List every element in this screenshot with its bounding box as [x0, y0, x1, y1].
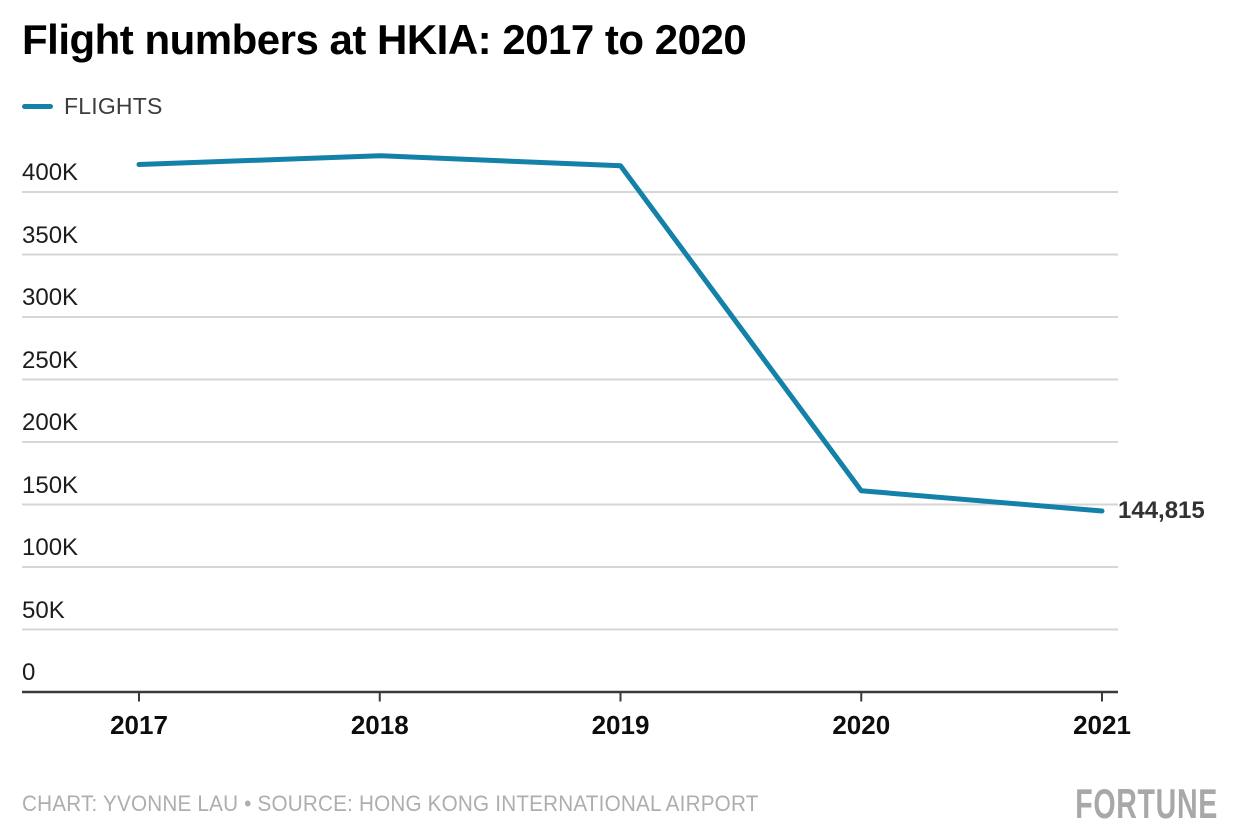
x-tick-label: 2017	[110, 710, 168, 740]
y-tick-label: 250K	[22, 346, 79, 374]
y-tick-label: 150K	[22, 471, 79, 499]
y-tick-label: 300K	[22, 284, 79, 311]
y-tick-label: 50K	[22, 596, 65, 624]
y-tick-label: 350K	[22, 221, 79, 249]
legend-label: FLIGHTS	[64, 92, 163, 119]
legend-line-swatch	[22, 103, 53, 109]
y-tick-label: 400K	[22, 159, 79, 186]
x-tick-label: 2020	[832, 710, 891, 740]
x-tick-label: 2019	[591, 710, 650, 740]
end-value-label: 144,815	[1118, 496, 1205, 524]
footer-credit: CHART: YVONNE LAU • SOURCE: HONG KONG IN…	[22, 791, 759, 816]
y-tick-label: 200K	[22, 409, 79, 436]
y-tick-label: 0	[22, 659, 36, 686]
legend: FLIGHTS	[22, 93, 163, 119]
chart-title: Flight numbers at HKIA: 2017 to 2020	[22, 16, 747, 63]
x-tick-label: 2021	[1073, 710, 1131, 740]
x-tick-label: 2018	[350, 710, 409, 740]
fortune-logo: FORTUNE	[1075, 780, 1218, 827]
y-tick-label: 100K	[22, 534, 79, 561]
